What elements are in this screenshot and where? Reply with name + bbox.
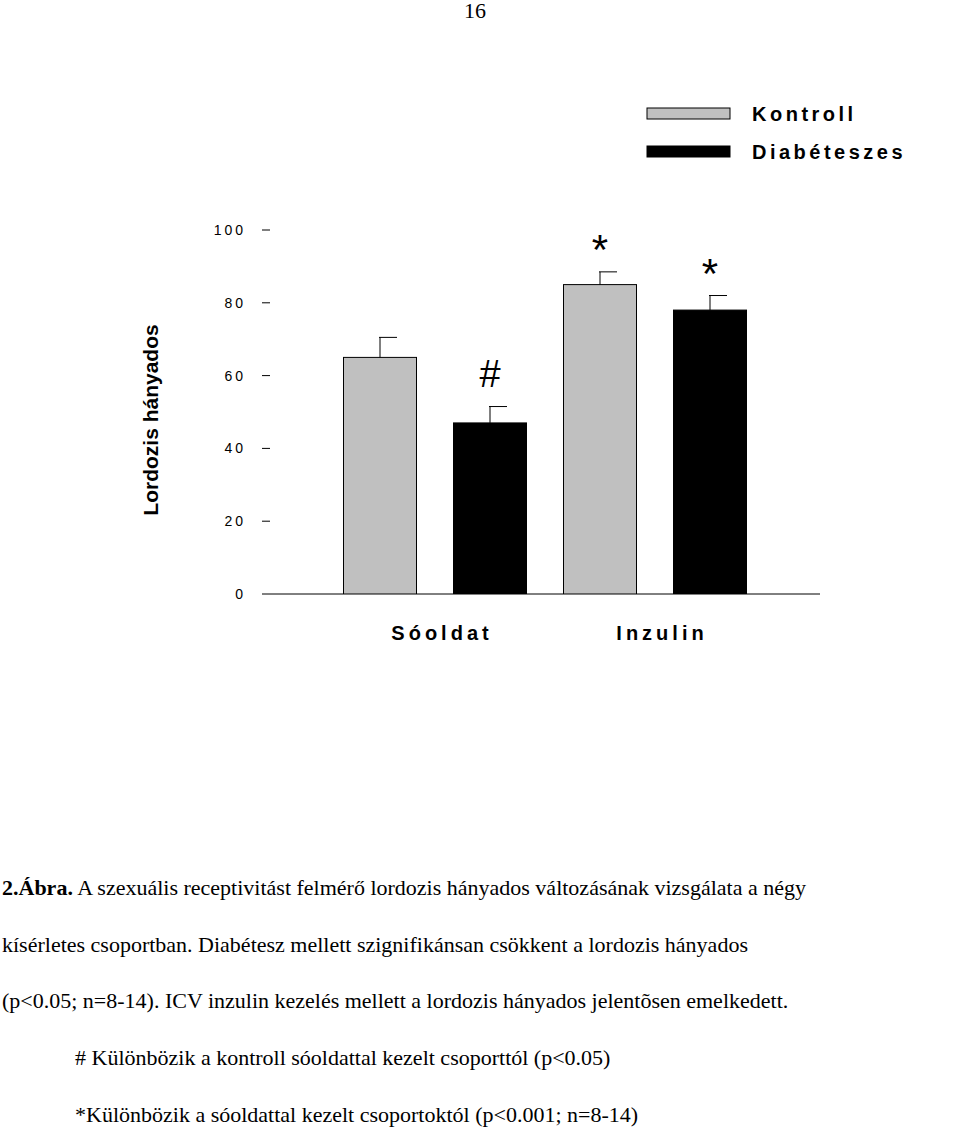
legend-swatch <box>647 146 730 157</box>
annotation: * <box>592 226 608 273</box>
y-tick-label: 40 <box>224 440 246 456</box>
x-tick-label: Sóoldat <box>391 622 492 644</box>
error-bar <box>709 296 727 311</box>
error-bar <box>599 272 617 285</box>
bar <box>564 285 637 594</box>
error-bar <box>379 337 397 357</box>
caption-line: 2.Ábra. A szexuális receptivitást felmér… <box>2 875 806 900</box>
legend-label: Diabéteszes <box>752 141 906 163</box>
bar <box>674 310 747 594</box>
caption-line: # Különbözik a kontroll sóoldattal kezel… <box>75 1045 610 1070</box>
page-number: 16 <box>464 0 486 23</box>
y-tick <box>262 230 270 231</box>
caption-line: kísérletes csoportban. Diabétesz mellett… <box>2 932 748 957</box>
caption-text: A szexuális receptivitást felmérő lordoz… <box>73 875 806 900</box>
caption-label: 2.Ábra. <box>2 875 73 900</box>
y-tick-label: 0 <box>235 586 246 602</box>
bars <box>344 272 747 594</box>
annotation: # <box>479 353 500 395</box>
y-tick <box>262 302 270 303</box>
caption-line: *Különbözik a sóoldattal kezelt csoporto… <box>75 1102 638 1127</box>
bar <box>454 423 527 594</box>
x-tick-label: Inzulin <box>616 622 707 644</box>
legend-label: Kontroll <box>752 103 857 125</box>
y-axis-label: Lordozis hányados <box>139 324 162 515</box>
y-tick <box>262 448 270 449</box>
caption-line: (p<0.05; n=8-14). ICV inzulin kezelés me… <box>2 988 788 1013</box>
page: 16 0 20 40 60 80 100 Lordozis hányados # * * Sóolda… <box>0 0 960 1137</box>
y-tick <box>262 375 270 376</box>
y-tick-label: 20 <box>224 513 246 529</box>
bar <box>344 357 417 594</box>
y-tick-label: 80 <box>224 295 246 311</box>
y-tick-label: 60 <box>224 368 246 384</box>
y-tick <box>262 521 270 522</box>
y-tick-label: 100 <box>214 222 246 238</box>
legend-swatch <box>647 108 730 119</box>
error-bar <box>489 407 507 423</box>
y-tick <box>262 594 270 595</box>
annotation: * <box>702 250 718 297</box>
